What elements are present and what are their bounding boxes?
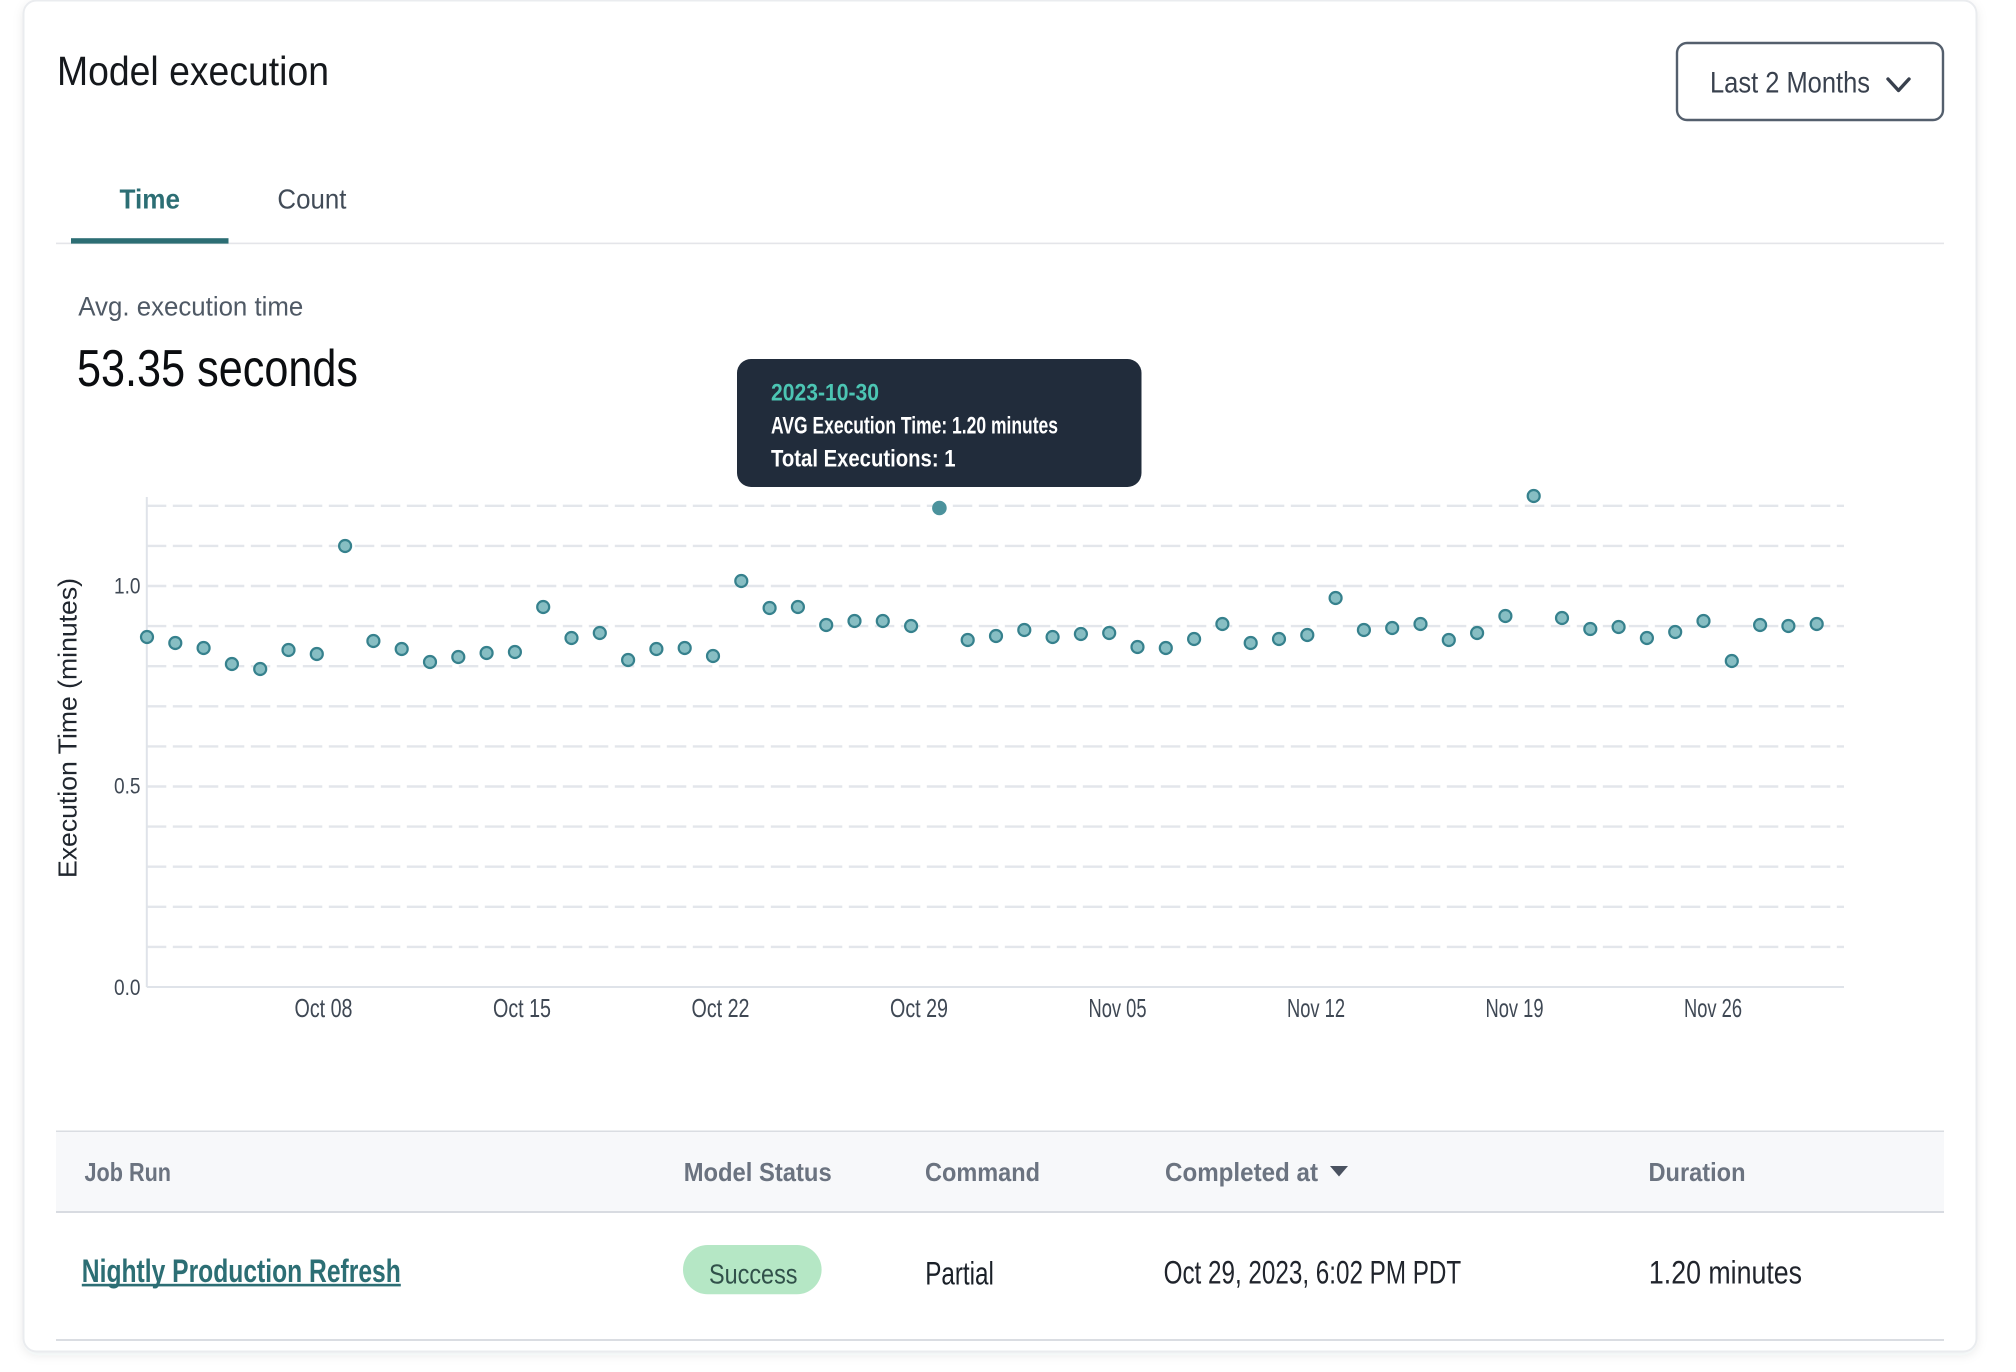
svg-text:Nov 05: Nov 05 [1089, 993, 1147, 1023]
svg-text:Oct 08: Oct 08 [295, 993, 353, 1023]
svg-text:Nightly Production Refresh: Nightly Production Refresh [82, 1253, 401, 1289]
svg-text:Time: Time [120, 184, 181, 215]
svg-text:Command: Command [925, 1157, 1040, 1187]
svg-text:AVG Execution Time: 1.20 minut: AVG Execution Time: 1.20 minutes [771, 413, 1058, 440]
svg-text:Avg. execution time: Avg. execution time [78, 292, 303, 322]
svg-text:Nov 12: Nov 12 [1287, 993, 1345, 1023]
svg-text:Last 2 Months: Last 2 Months [1710, 67, 1870, 100]
svg-text:1.0: 1.0 [114, 574, 141, 599]
svg-text:Model execution: Model execution [57, 48, 329, 94]
svg-text:Nov 19: Nov 19 [1486, 993, 1544, 1023]
svg-text:Count: Count [277, 184, 346, 215]
svg-text:1.20 minutes: 1.20 minutes [1649, 1255, 1802, 1291]
svg-text:Total Executions: 1: Total Executions: 1 [771, 446, 956, 473]
svg-text:Execution Time (minutes): Execution Time (minutes) [53, 578, 83, 878]
svg-text:2023-10-30: 2023-10-30 [771, 380, 879, 407]
svg-text:Completed at: Completed at [1165, 1157, 1318, 1187]
svg-text:Model Status: Model Status [684, 1157, 832, 1187]
svg-text:0.0: 0.0 [114, 975, 141, 1000]
svg-text:Nov 26: Nov 26 [1684, 993, 1742, 1023]
svg-text:Oct 29: Oct 29 [890, 993, 948, 1023]
svg-text:Oct 22: Oct 22 [692, 993, 750, 1023]
svg-text:Duration: Duration [1649, 1157, 1746, 1187]
svg-text:53.35 seconds: 53.35 seconds [77, 340, 358, 398]
svg-text:Partial: Partial [925, 1256, 994, 1292]
svg-text:Success: Success [709, 1258, 798, 1289]
svg-text:Oct 15: Oct 15 [493, 993, 551, 1023]
svg-text:0.5: 0.5 [114, 774, 141, 799]
svg-text:Oct 29, 2023, 6:02 PM PDT: Oct 29, 2023, 6:02 PM PDT [1164, 1255, 1462, 1291]
svg-text:Job Run: Job Run [85, 1157, 172, 1187]
